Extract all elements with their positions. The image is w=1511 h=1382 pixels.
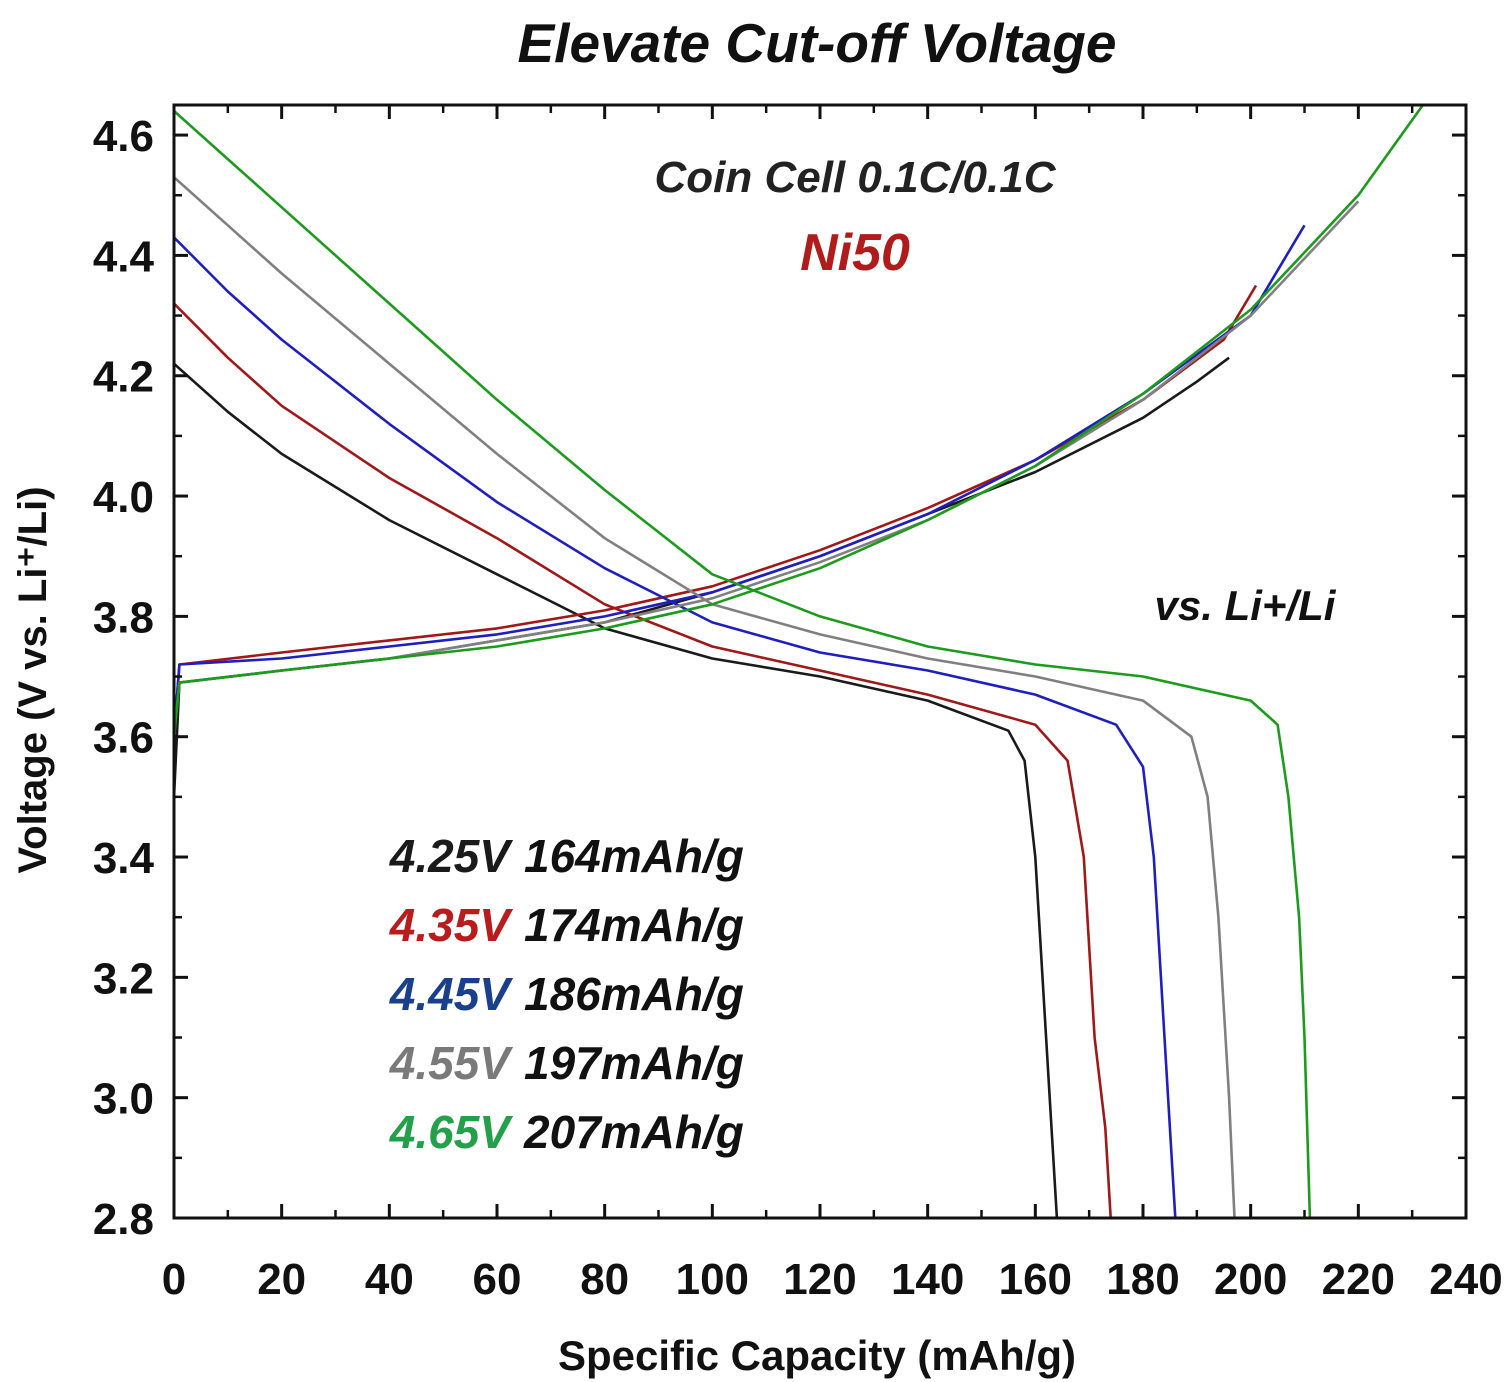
- legend: 4.25V 164mAh/g4.35V 174mAh/g4.45V 186mAh/g4…: [389, 830, 744, 1158]
- series-4_45v-charge-line: [174, 224, 1306, 737]
- y-tick-label: 3.0: [93, 1075, 154, 1124]
- x-tick-label: 0: [162, 1255, 186, 1304]
- condition-annotation: Coin Cell 0.1C/0.1C: [654, 153, 1056, 202]
- legend-voltage-label: 4.65V: [389, 1106, 514, 1158]
- series-4_25v-charge-line: [174, 356, 1230, 797]
- y-tick-label: 4.2: [93, 353, 154, 402]
- x-tick-label: 180: [1106, 1255, 1179, 1304]
- series-4_35v-charge-line: [174, 284, 1258, 737]
- chart-title: Elevate Cut-off Voltage: [518, 12, 1117, 74]
- legend-capacity-label: 164mAh/g: [524, 830, 744, 882]
- series-4_65v-discharge-line: [174, 110, 1312, 1218]
- legend-capacity-label: 197mAh/g: [524, 1037, 744, 1089]
- y-tick-label: 3.8: [93, 593, 154, 642]
- y-tick-label: 2.8: [93, 1195, 154, 1244]
- x-tick-label: 60: [473, 1255, 522, 1304]
- sample-annotation: Ni50: [800, 224, 910, 282]
- series-4_45v-discharge-line: [174, 236, 1177, 1218]
- reference-annotation: vs. Li+/Li: [1155, 582, 1337, 629]
- legend-voltage-label: 4.55V: [389, 1037, 514, 1089]
- x-tick-label: 220: [1322, 1255, 1395, 1304]
- y-axis-title: Voltage (V vs. Li⁺/Li): [11, 486, 55, 873]
- y-tick-label: 4.0: [93, 473, 154, 522]
- series-4_55v-discharge-line: [174, 176, 1236, 1218]
- legend-capacity-label: 174mAh/g: [524, 899, 744, 951]
- x-axis-title: Specific Capacity (mAh/g): [558, 1332, 1076, 1379]
- x-tick-label: 120: [783, 1255, 856, 1304]
- y-tick-label: 3.4: [93, 834, 155, 883]
- legend-capacity-label: 186mAh/g: [524, 968, 744, 1020]
- x-tick-label: 20: [257, 1255, 306, 1304]
- x-tick-label: 240: [1429, 1255, 1502, 1304]
- x-tick-label: 160: [999, 1255, 1072, 1304]
- series-4_55v-charge-line: [174, 200, 1360, 737]
- axes: 0 20 40 60 80 100 120 140 160 180 200 220 240 2.8 3.0 3…: [93, 103, 1503, 1304]
- y-tick-label: 4.6: [93, 112, 154, 161]
- series-4_65v-charge-line: [174, 105, 1424, 737]
- y-tick-label: 3.6: [93, 714, 154, 763]
- legend-voltage-label: 4.45V: [389, 968, 514, 1020]
- x-tick-label: 80: [580, 1255, 629, 1304]
- x-tick-label: 200: [1214, 1255, 1287, 1304]
- series-4_35v-discharge-line: [174, 302, 1112, 1218]
- plot-area: [174, 105, 1424, 1218]
- y-tick-label: 3.2: [93, 954, 154, 1003]
- legend-voltage-label: 4.35V: [389, 899, 514, 951]
- x-tick-label: 140: [891, 1255, 964, 1304]
- series-4_25v-discharge-line: [174, 362, 1059, 1218]
- y-tick-label: 4.4: [93, 232, 155, 281]
- legend-voltage-label: 4.25V: [389, 830, 514, 882]
- legend-capacity-label: 207mAh/g: [523, 1106, 744, 1158]
- x-tick-label: 40: [365, 1255, 414, 1304]
- x-tick-label: 100: [676, 1255, 749, 1304]
